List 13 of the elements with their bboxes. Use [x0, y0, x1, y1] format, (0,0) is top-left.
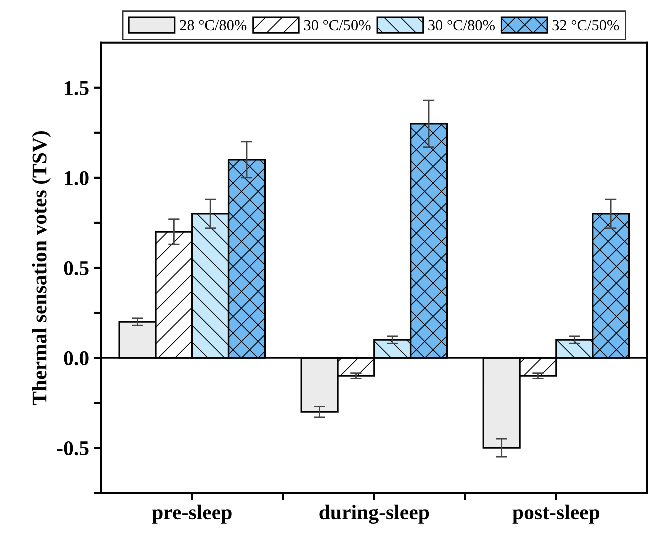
x-tick-label: pre-sleep — [152, 504, 232, 524]
y-axis-title: Thermal sensation votes (TSV) — [32, 131, 52, 406]
legend-label: 30 °C/50% — [304, 20, 371, 31]
x-tick-label: post-sleep — [512, 504, 600, 524]
x-tick-label: during-sleep — [320, 504, 430, 524]
y-tick-label: 1.5 — [65, 81, 89, 96]
legend-label: 32 °C/50% — [552, 20, 620, 31]
legend-label: 28 °C/80% — [180, 20, 247, 31]
y-tick-label: 0.5 — [64, 261, 89, 276]
y-tick-label: 0.0 — [64, 351, 89, 366]
y-tick-label: 1.0 — [65, 171, 89, 186]
y-tick-label: -0.5 — [57, 441, 89, 456]
legend-label: 30 °C/80% — [428, 20, 496, 31]
